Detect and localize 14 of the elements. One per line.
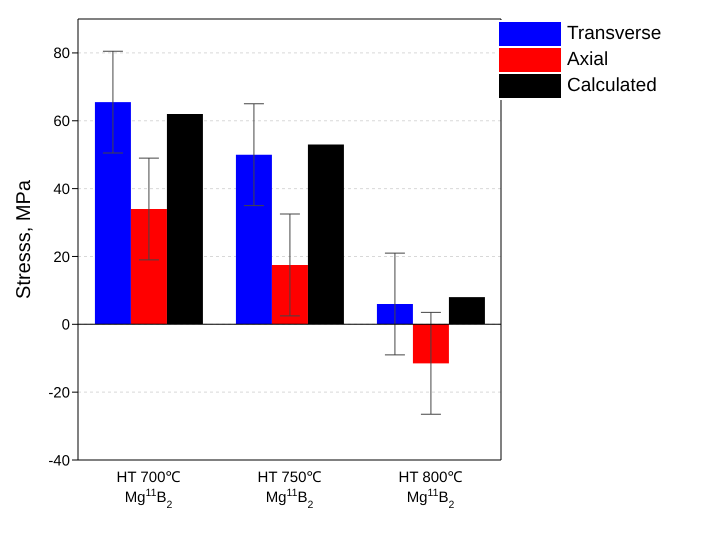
- legend-label: Calculated: [567, 75, 657, 97]
- legend-label: Axial: [567, 49, 608, 71]
- legend-label: Transverse: [567, 23, 662, 45]
- y-tick-label: 40: [53, 180, 70, 198]
- y-tick-label: 80: [53, 45, 70, 62]
- y-tick-label: 20: [53, 248, 70, 266]
- y-axis-title: Stresss, MPa: [13, 179, 36, 299]
- x-tick-label: HT 750℃ Mg$^{11}$B$_{2}$: [258, 469, 322, 511]
- y-tick-label: -20: [48, 384, 70, 402]
- x-tick-label: HT 700℃ Mg$^{11}$B$_{2}$: [116, 469, 180, 511]
- y-tick-label: -40: [48, 452, 70, 470]
- x-tick-label: HT 800℃ Mg$^{11}$B$_{2}$: [398, 469, 462, 511]
- y-tick-label: 60: [53, 113, 70, 130]
- y-tick-label: 0: [62, 316, 70, 334]
